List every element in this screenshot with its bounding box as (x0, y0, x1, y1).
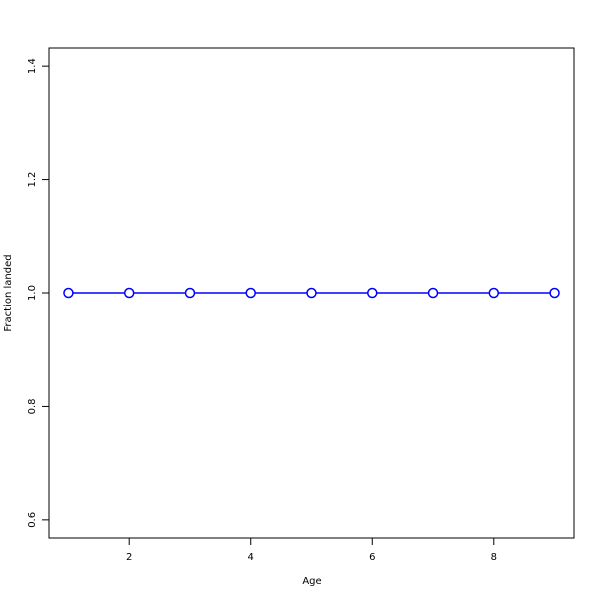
x-tick-label: 4 (248, 552, 254, 563)
x-tick-label: 6 (369, 552, 375, 563)
data-point (427, 287, 439, 299)
x-axis: 2 4 6 8 (126, 538, 497, 563)
y-tick-label: 0.6 (27, 512, 38, 528)
y-tick-label: 1.2 (27, 172, 38, 188)
series-group (63, 287, 560, 299)
x-tick-label: 2 (126, 552, 132, 563)
y-axis: 0.6 0.8 1.0 1.2 1.4 (27, 58, 49, 528)
data-point (488, 287, 500, 299)
y-tick-label: 1.0 (27, 285, 38, 301)
data-point (245, 287, 256, 299)
data-point (123, 287, 135, 299)
data-point (63, 287, 74, 299)
y-axis-label: Fraction landed (3, 254, 14, 331)
data-point (184, 287, 196, 299)
x-tick-label: 8 (491, 552, 497, 563)
y-tick-label: 1.4 (27, 58, 38, 74)
data-point (367, 287, 378, 299)
data-point (306, 287, 317, 299)
data-point (549, 287, 560, 299)
y-tick-label: 0.8 (27, 398, 38, 414)
x-axis-label: Age (302, 576, 321, 587)
